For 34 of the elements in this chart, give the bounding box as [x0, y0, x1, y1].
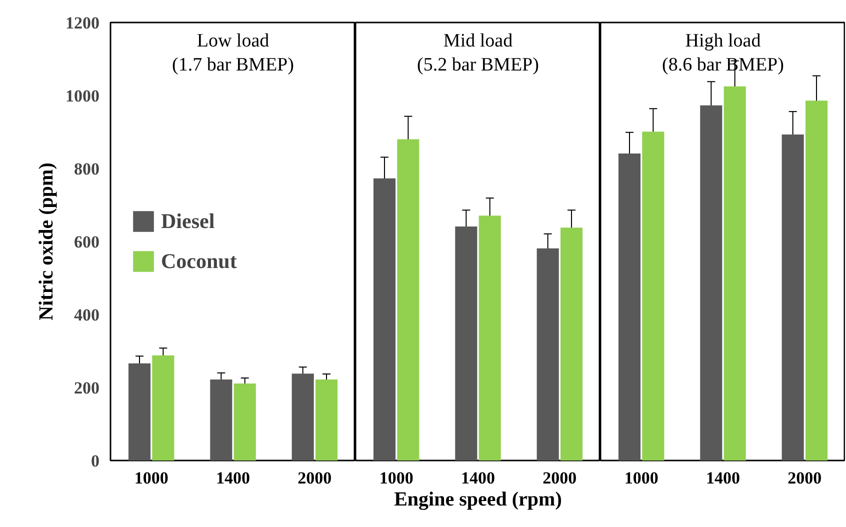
- x-tick-label: 1400: [216, 468, 250, 488]
- bar: [315, 379, 338, 460]
- y-tick-label: 1000: [66, 86, 100, 106]
- x-tick-label: 1000: [134, 468, 168, 488]
- bar: [128, 363, 151, 460]
- y-axis-title: Nitric oxide (ppm): [36, 162, 58, 320]
- legend-label: Diesel: [161, 208, 215, 234]
- y-tick-label: 200: [74, 378, 100, 398]
- x-tick-label: 1000: [624, 468, 658, 488]
- x-tick-label: 2000: [788, 468, 822, 488]
- x-tick-label: 2000: [298, 468, 332, 488]
- y-tick-label: 800: [74, 160, 100, 178]
- bar: [210, 379, 232, 460]
- legend-label: Coconut: [161, 248, 237, 274]
- bar: [292, 374, 314, 460]
- x-tick-label: 1400: [706, 468, 740, 488]
- bar: [152, 355, 174, 460]
- text: Low load (1.7 bar BMEP): [172, 30, 294, 76]
- x-tick-label: 1000: [379, 468, 414, 488]
- x-axis-title: Engine speed (rpm): [394, 488, 562, 510]
- bar: [397, 139, 420, 460]
- y-tick-label: 1200: [66, 14, 100, 32]
- bar: [373, 178, 396, 460]
- y-tick-label: 600: [74, 232, 100, 252]
- bar: [536, 248, 559, 460]
- x-tick-label: 1400: [461, 468, 495, 488]
- bar: [234, 383, 256, 460]
- y-tick-label: 400: [74, 306, 100, 324]
- x-tick-label: 2000: [542, 468, 577, 488]
- y-tick-label: 0: [91, 452, 100, 470]
- bar: [560, 228, 583, 460]
- bar: [455, 226, 478, 460]
- bar: [478, 216, 501, 460]
- text: Mid load (5.2 bar BMEP): [417, 30, 539, 76]
